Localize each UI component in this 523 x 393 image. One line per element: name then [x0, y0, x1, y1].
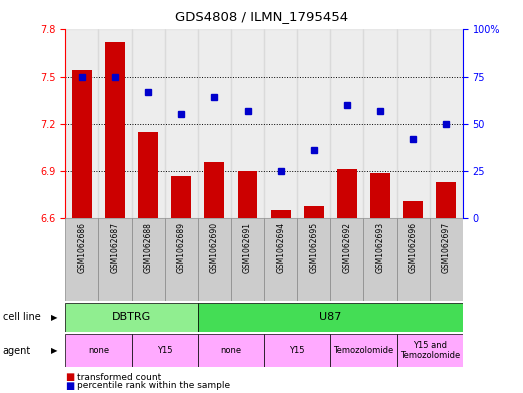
Text: Y15: Y15: [290, 346, 305, 355]
Text: DBTRG: DBTRG: [112, 312, 151, 322]
Bar: [297, 218, 331, 301]
Bar: [271, 210, 291, 218]
Text: Y15: Y15: [157, 346, 173, 355]
Bar: [396, 218, 430, 301]
Bar: [165, 29, 198, 218]
Text: ■: ■: [65, 372, 75, 382]
Bar: [337, 169, 357, 218]
Bar: [430, 218, 463, 301]
Text: GSM1062691: GSM1062691: [243, 222, 252, 273]
Bar: [403, 201, 423, 218]
Bar: [304, 206, 324, 218]
Bar: [370, 173, 390, 218]
Bar: [132, 334, 198, 367]
Text: Y15 and
Temozolomide: Y15 and Temozolomide: [400, 341, 460, 360]
Bar: [198, 218, 231, 301]
Text: none: none: [220, 346, 242, 355]
Text: percentile rank within the sample: percentile rank within the sample: [77, 382, 230, 390]
Text: U87: U87: [319, 312, 342, 322]
Bar: [65, 334, 132, 367]
Bar: [396, 29, 430, 218]
Text: GSM1062694: GSM1062694: [276, 222, 285, 274]
Bar: [237, 171, 257, 218]
Text: none: none: [88, 346, 109, 355]
Text: GSM1062688: GSM1062688: [144, 222, 153, 273]
Bar: [165, 218, 198, 301]
Text: GSM1062690: GSM1062690: [210, 222, 219, 274]
Text: GSM1062689: GSM1062689: [177, 222, 186, 273]
Bar: [264, 29, 297, 218]
Text: GSM1062686: GSM1062686: [77, 222, 86, 273]
Bar: [172, 176, 191, 218]
Text: GSM1062696: GSM1062696: [408, 222, 418, 274]
Bar: [105, 42, 125, 218]
Bar: [198, 334, 264, 367]
Bar: [204, 162, 224, 218]
Text: GSM1062693: GSM1062693: [376, 222, 384, 274]
Bar: [264, 218, 297, 301]
Bar: [132, 29, 165, 218]
Bar: [198, 29, 231, 218]
Text: GDS4808 / ILMN_1795454: GDS4808 / ILMN_1795454: [175, 10, 348, 23]
Bar: [98, 29, 132, 218]
Text: ▶: ▶: [51, 313, 58, 322]
Text: GSM1062692: GSM1062692: [343, 222, 351, 273]
Text: Temozolomide: Temozolomide: [333, 346, 394, 355]
Bar: [331, 29, 363, 218]
Bar: [132, 218, 165, 301]
Text: ▶: ▶: [51, 346, 58, 355]
Bar: [264, 334, 331, 367]
Text: GSM1062695: GSM1062695: [309, 222, 319, 274]
Bar: [297, 29, 331, 218]
Bar: [396, 334, 463, 367]
Bar: [98, 218, 132, 301]
Text: cell line: cell line: [3, 312, 40, 322]
Bar: [65, 218, 98, 301]
Text: GSM1062687: GSM1062687: [110, 222, 120, 273]
Bar: [198, 303, 463, 332]
Bar: [331, 218, 363, 301]
Text: GSM1062697: GSM1062697: [442, 222, 451, 274]
Bar: [430, 29, 463, 218]
Bar: [231, 29, 264, 218]
Bar: [72, 70, 92, 218]
Bar: [363, 29, 396, 218]
Bar: [363, 218, 396, 301]
Bar: [331, 334, 396, 367]
Text: ■: ■: [65, 381, 75, 391]
Bar: [65, 29, 98, 218]
Bar: [231, 218, 264, 301]
Text: transformed count: transformed count: [77, 373, 161, 382]
Bar: [65, 303, 198, 332]
Bar: [138, 132, 158, 218]
Bar: [436, 182, 456, 218]
Text: agent: agent: [3, 346, 31, 356]
